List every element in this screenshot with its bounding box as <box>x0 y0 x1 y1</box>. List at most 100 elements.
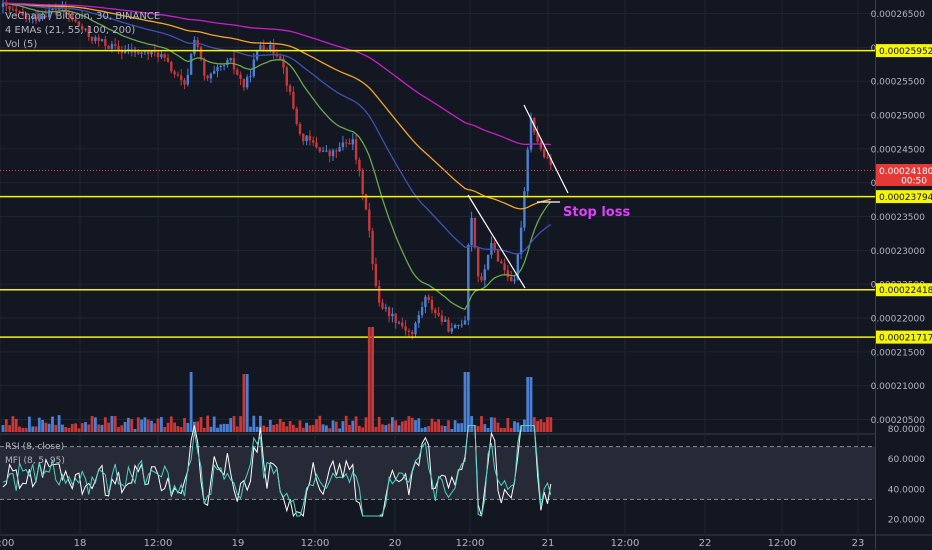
candle-body <box>480 276 483 281</box>
volume-bar <box>414 420 417 432</box>
candle-body <box>203 59 206 76</box>
level-price-tag <box>876 330 932 344</box>
volume-bar <box>371 327 374 432</box>
volume-bar <box>61 424 64 432</box>
candle-body <box>183 80 186 85</box>
candle-body <box>292 91 295 109</box>
candle-body <box>1 3 5 7</box>
candle-body <box>18 11 21 13</box>
y-tick-label: 0.00024500 <box>871 145 926 155</box>
candle-body <box>21 11 24 16</box>
candle-body <box>368 209 371 231</box>
candle-body <box>463 320 467 325</box>
y-tick-label: 0.00025500 <box>871 78 926 88</box>
volume-bar <box>476 426 480 432</box>
volume-bar <box>37 417 41 432</box>
level-price-tag <box>876 44 932 58</box>
volume-bar <box>400 421 404 432</box>
volume-bar <box>103 417 107 432</box>
level-price-label: 0.00022418 <box>879 286 932 296</box>
candle-body <box>496 250 500 262</box>
candle-body <box>384 307 387 309</box>
volume-bar <box>364 417 368 432</box>
volume-bar <box>265 426 269 432</box>
volume-bar <box>24 427 28 432</box>
candle-body <box>123 50 127 54</box>
candle-body <box>510 277 513 282</box>
volume-bar <box>292 424 295 432</box>
candle-body <box>430 300 434 310</box>
candle-body <box>272 44 275 54</box>
mfi-line <box>2 425 552 517</box>
volume-bar <box>179 427 183 432</box>
candle-body <box>467 244 470 321</box>
candle-body <box>97 37 100 41</box>
volume-bar <box>120 425 124 432</box>
volume-bar <box>196 421 200 432</box>
candle-body <box>295 108 298 124</box>
candle-body <box>500 261 503 264</box>
volume-bar <box>34 426 38 432</box>
candle-body <box>242 79 246 88</box>
volume-bar <box>163 426 167 432</box>
volume-bar <box>470 416 473 432</box>
trend-line <box>467 194 526 289</box>
candle-body <box>477 247 480 277</box>
volume-bar <box>315 419 318 432</box>
chart-title: VeChain / Bitcoin, 30, BINANCE <box>5 11 161 22</box>
volume-bar <box>480 416 483 432</box>
volume-bar <box>447 420 450 432</box>
candle-body <box>381 302 384 309</box>
volume-bar <box>539 419 543 432</box>
candle-body <box>364 194 368 210</box>
volume-bar <box>54 424 58 432</box>
candle-body <box>358 159 361 171</box>
volume-bar <box>513 421 516 432</box>
candle-body <box>506 270 510 278</box>
candle-body <box>117 45 120 51</box>
candle-body <box>84 28 87 30</box>
candle-body <box>120 50 123 54</box>
candle-body <box>529 118 533 150</box>
volume-bar <box>153 423 157 432</box>
volume-bar <box>252 415 256 432</box>
volume-bar <box>64 427 68 432</box>
volume-bar <box>262 425 266 432</box>
volume-bar <box>351 420 355 432</box>
rsi-tick-label: 20.0000 <box>888 516 925 526</box>
candle-body <box>401 322 404 327</box>
candle-body <box>71 15 74 20</box>
volume-bar <box>338 428 341 432</box>
x-tick-label: 22 <box>699 538 712 549</box>
candle-body <box>107 45 110 49</box>
volume-bar <box>140 419 143 432</box>
candle-body <box>156 52 160 58</box>
candle-body <box>28 18 31 20</box>
candle-body <box>407 330 411 332</box>
x-tick-label: 18 <box>74 538 87 549</box>
volume-bar <box>176 426 180 432</box>
candle-body <box>417 315 420 323</box>
volume-bar <box>516 422 520 432</box>
volume-bar <box>259 415 262 432</box>
candle-body <box>180 75 183 81</box>
current-price-label: 0.00024180 <box>879 167 932 177</box>
candle-body <box>427 296 430 301</box>
volume-bar <box>31 426 35 432</box>
candle-body <box>279 56 282 59</box>
volume-bar <box>28 416 31 432</box>
volume-bar <box>186 422 190 432</box>
candle-body <box>160 54 163 58</box>
volume-bar <box>463 372 467 432</box>
volume-bar <box>113 416 117 432</box>
candle-body <box>54 8 57 10</box>
volume-bar <box>136 417 140 432</box>
volume-bar <box>150 420 153 432</box>
volume-bar <box>493 417 497 432</box>
candle-body <box>470 217 473 245</box>
volume-bar <box>272 424 275 432</box>
volume-bar <box>226 423 229 432</box>
x-tick-label: 19 <box>232 538 245 549</box>
volume-bar <box>460 423 464 432</box>
trend-line <box>523 104 569 194</box>
